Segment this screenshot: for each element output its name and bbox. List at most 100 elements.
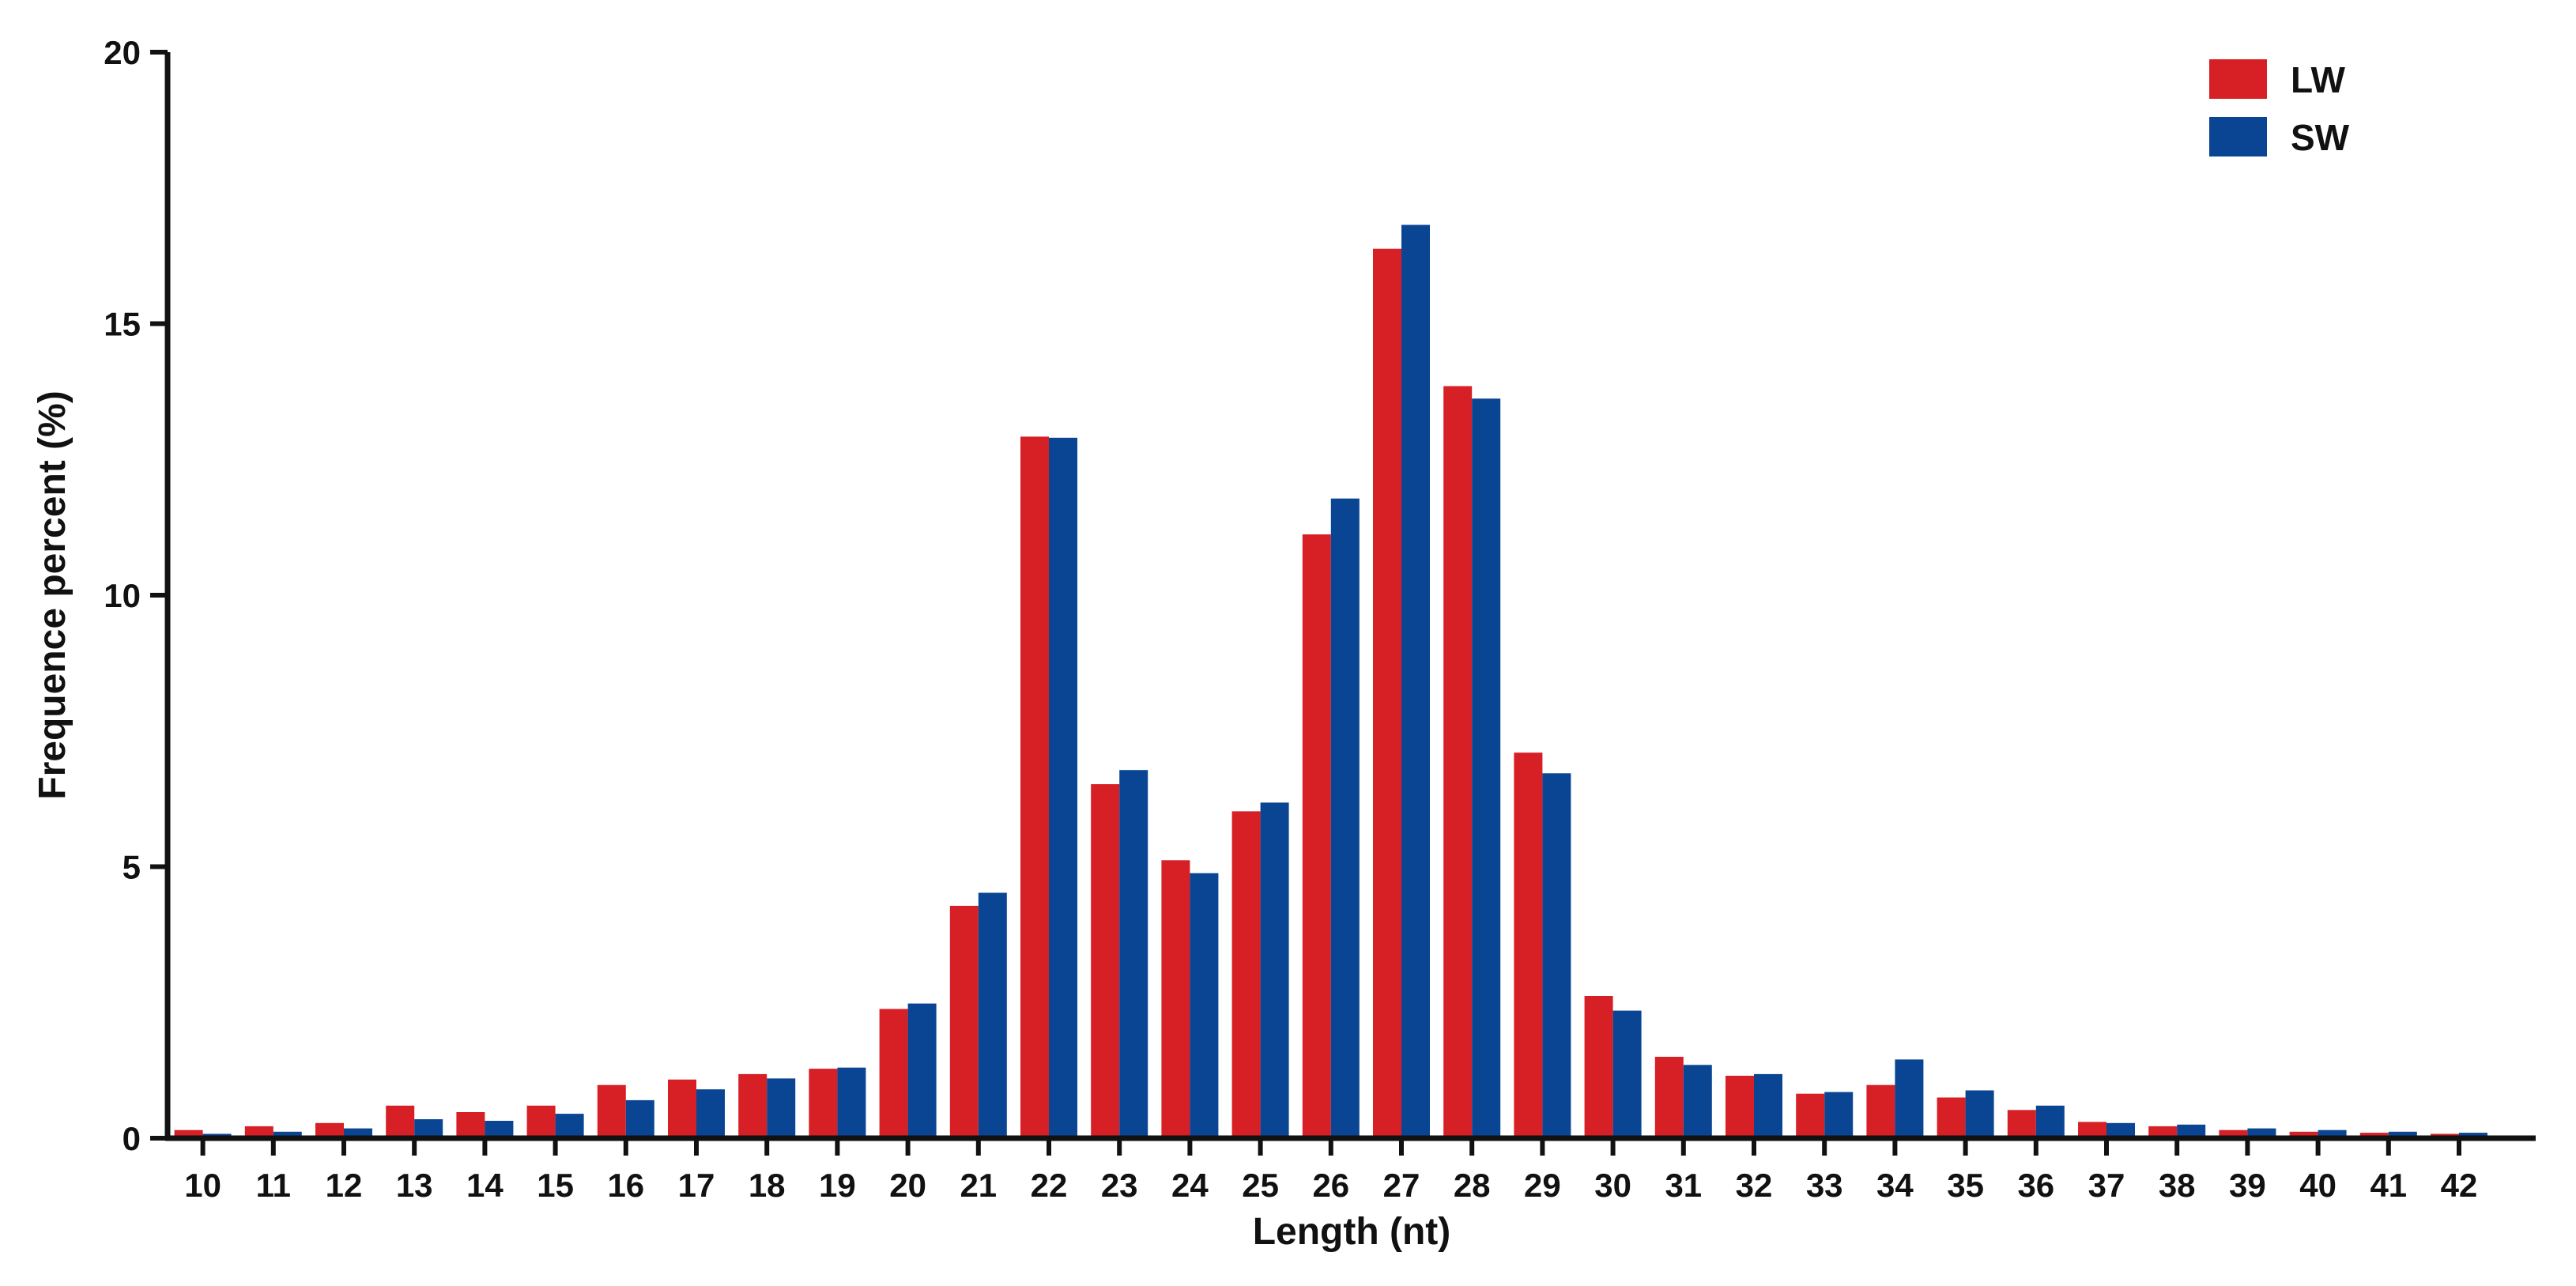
bar-sw-21	[978, 892, 1007, 1138]
bar-sw-37	[2106, 1122, 2135, 1138]
y-tick-label-20: 20	[104, 34, 141, 71]
x-tick-label-28: 28	[1454, 1167, 1491, 1204]
legend-label-lw: LW	[2291, 59, 2346, 100]
axes-layer	[150, 50, 2536, 1156]
x-tick-label-33: 33	[1806, 1167, 1843, 1204]
x-tick-label-37: 37	[2088, 1167, 2125, 1204]
y-tick-label-0: 0	[123, 1120, 141, 1157]
x-tick-label-15: 15	[537, 1167, 574, 1204]
bar-lw-23	[1091, 784, 1120, 1138]
bar-sw-33	[1824, 1092, 1854, 1138]
x-tick-label-24: 24	[1171, 1167, 1209, 1204]
bar-sw-19	[837, 1067, 866, 1138]
bar-lw-24	[1161, 860, 1190, 1138]
x-tick-label-41: 41	[2370, 1167, 2407, 1204]
bar-sw-38	[2177, 1124, 2206, 1138]
y-tick-label-15: 15	[104, 306, 141, 343]
bar-sw-36	[2035, 1105, 2065, 1138]
y-axis-title: Frequence percent (%)	[32, 390, 74, 799]
bar-lw-14	[456, 1112, 485, 1138]
bar-lw-12	[315, 1122, 344, 1138]
bar-lw-40	[2289, 1131, 2318, 1138]
y-tick-label-5: 5	[123, 849, 141, 886]
bar-sw-40	[2318, 1129, 2347, 1138]
x-tick-label-35: 35	[1947, 1167, 1984, 1204]
bar-lw-32	[1726, 1076, 1754, 1138]
x-tick-label-12: 12	[326, 1167, 363, 1204]
bar-lw-36	[2007, 1110, 2036, 1138]
bar-sw-15	[555, 1114, 584, 1138]
bar-lw-34	[1866, 1084, 1895, 1138]
x-tick-label-27: 27	[1383, 1167, 1420, 1204]
x-tick-label-11: 11	[256, 1167, 291, 1204]
bar-sw-17	[696, 1089, 725, 1138]
x-tick-label-14: 14	[466, 1167, 504, 1204]
bar-lw-28	[1443, 386, 1473, 1138]
bar-lw-20	[879, 1009, 908, 1138]
labels-layer: 0 5 10 15 20 10 11 12 13 14 15 16 17 18 19 20 21 22 23 24 25…	[32, 34, 2477, 1253]
bar-sw-20	[907, 1003, 937, 1138]
bar-lw-35	[1937, 1097, 1966, 1138]
bar-sw-16	[625, 1099, 654, 1138]
x-tick-label-39: 39	[2229, 1167, 2266, 1204]
bar-lw-30	[1584, 996, 1613, 1138]
bar-lw-39	[2219, 1129, 2248, 1138]
bar-lw-26	[1302, 534, 1331, 1138]
x-tick-label-31: 31	[1665, 1167, 1702, 1204]
x-tick-label-34: 34	[1876, 1167, 1914, 1204]
bar-lw-17	[668, 1079, 696, 1138]
bar-sw-31	[1683, 1065, 1712, 1138]
x-tick-label-22: 22	[1031, 1167, 1068, 1204]
x-tick-label-19: 19	[819, 1167, 856, 1204]
bar-lw-29	[1514, 752, 1543, 1138]
x-tick-label-30: 30	[1594, 1167, 1631, 1204]
bar-lw-10	[174, 1129, 203, 1138]
x-tick-label-17: 17	[678, 1167, 715, 1204]
x-tick-label-38: 38	[2159, 1167, 2196, 1204]
bar-lw-22	[1020, 436, 1049, 1138]
x-tick-label-10: 10	[184, 1167, 221, 1204]
x-tick-label-20: 20	[889, 1167, 926, 1204]
x-tick-label-29: 29	[1524, 1167, 1561, 1204]
bar-sw-28	[1472, 398, 1501, 1138]
bar-lw-15	[526, 1105, 556, 1138]
x-tick-label-23: 23	[1101, 1167, 1138, 1204]
bar-sw-29	[1542, 773, 1571, 1138]
x-tick-label-40: 40	[2299, 1167, 2337, 1204]
bar-sw-24	[1190, 873, 1219, 1138]
legend-swatch-lw	[2209, 59, 2267, 99]
bar-lw-11	[244, 1126, 273, 1138]
bar-lw-38	[2148, 1126, 2178, 1138]
x-tick-label-18: 18	[749, 1167, 786, 1204]
bar-sw-27	[1401, 224, 1430, 1138]
bar-lw-31	[1654, 1057, 1684, 1138]
bar-sw-25	[1260, 802, 1289, 1138]
x-tick-label-21: 21	[960, 1167, 997, 1204]
x-tick-label-25: 25	[1242, 1167, 1279, 1204]
bar-sw-11	[273, 1131, 302, 1138]
bar-sw-23	[1119, 770, 1148, 1138]
bar-sw-41	[2388, 1131, 2417, 1138]
legend: LW SW	[2209, 59, 2350, 158]
bar-sw-18	[767, 1078, 796, 1138]
bar-lw-21	[949, 906, 979, 1138]
bar-sw-34	[1895, 1059, 1924, 1138]
y-tick-label-10: 10	[104, 577, 141, 614]
bar-sw-35	[1965, 1090, 1994, 1138]
legend-label-sw: SW	[2291, 117, 2350, 158]
bar-lw-19	[809, 1069, 838, 1138]
bar-sw-26	[1330, 498, 1360, 1138]
bar-sw-30	[1612, 1010, 1642, 1138]
x-tick-label-32: 32	[1736, 1167, 1773, 1204]
legend-swatch-sw	[2209, 117, 2267, 157]
bar-sw-14	[485, 1121, 514, 1138]
bar-sw-32	[1754, 1073, 1782, 1138]
bar-lw-13	[386, 1105, 415, 1138]
bar-lw-37	[2078, 1122, 2106, 1138]
x-tick-label-42: 42	[2441, 1167, 2478, 1204]
x-tick-label-26: 26	[1312, 1167, 1349, 1204]
x-tick-label-16: 16	[607, 1167, 644, 1204]
x-axis-title: Length (nt)	[1253, 1211, 1451, 1253]
